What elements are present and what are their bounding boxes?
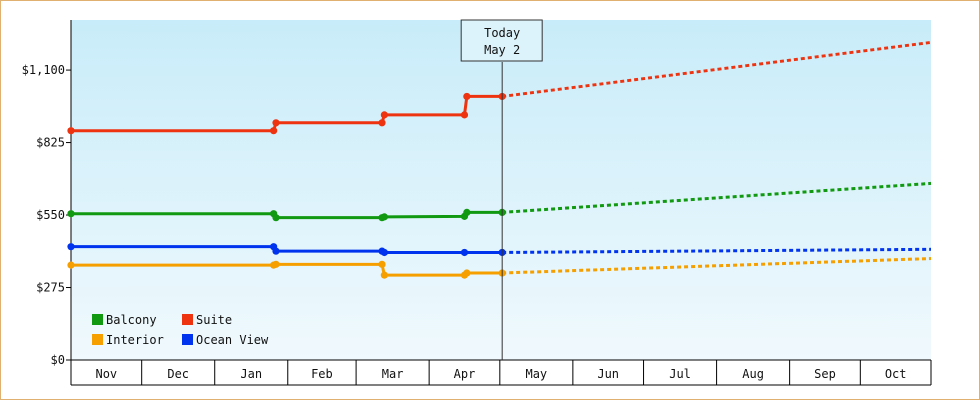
- data-point: [67, 243, 75, 251]
- data-point: [272, 260, 280, 268]
- data-point: [463, 269, 471, 277]
- legend-item-interior: Interior: [92, 333, 164, 347]
- data-point: [463, 92, 471, 101]
- data-point: [378, 260, 386, 268]
- data-point: [380, 213, 388, 221]
- data-point: [380, 271, 388, 279]
- data-point: [378, 119, 386, 127]
- x-axis: Nov Dec Jan Feb Mar Apr May Jun Jul Aug Sep Oct: [70, 359, 932, 386]
- data-point: [380, 248, 388, 257]
- data-point: [460, 111, 469, 119]
- series-layer: [67, 40, 932, 279]
- x-tick-label: Mar: [382, 367, 404, 381]
- legend: Balcony Suite Interior Ocean View: [92, 313, 269, 347]
- data-point: [67, 127, 75, 135]
- x-tick-label: Aug: [742, 367, 764, 381]
- plot-background: [71, 20, 931, 360]
- legend-label: Balcony: [106, 313, 157, 327]
- x-tick-label: Jan: [240, 367, 262, 381]
- legend-item-balcony: Balcony: [92, 313, 157, 327]
- data-point: [272, 119, 280, 127]
- legend-swatch: [92, 314, 103, 325]
- x-tick-label: Dec: [167, 367, 189, 381]
- y-tick-label: $550: [36, 208, 65, 222]
- legend-swatch: [92, 334, 103, 345]
- x-tick-label: Jul: [669, 367, 691, 381]
- data-point: [463, 208, 471, 216]
- x-tick-label: Sep: [814, 367, 836, 381]
- x-tick-label: May: [525, 367, 547, 381]
- legend-swatch: [182, 314, 193, 325]
- series-history-line: [71, 245, 503, 254]
- x-tick-label: Feb: [311, 367, 333, 381]
- series-interior: [67, 257, 932, 279]
- y-tick-label: $0: [51, 353, 65, 367]
- x-tick-label: Jun: [597, 367, 619, 381]
- today-box: [460, 19, 543, 62]
- data-point: [67, 261, 75, 269]
- x-tick-label: Apr: [454, 367, 476, 381]
- y-axis: $0 $275 $550 $825 $1,100: [22, 20, 72, 367]
- y-tick-label: $1,100: [22, 63, 65, 77]
- data-point: [272, 214, 280, 222]
- y-tick-label: $825: [36, 136, 65, 150]
- today-marker: Today May 2: [460, 19, 543, 360]
- data-point: [272, 247, 280, 255]
- legend-label: Suite: [196, 313, 232, 327]
- data-point: [270, 127, 278, 135]
- legend-label: Interior: [106, 333, 164, 347]
- legend-swatch: [182, 334, 193, 345]
- series-ocean-view: [67, 243, 932, 257]
- today-label: Today: [484, 26, 520, 40]
- series-projection-line: [502, 181, 932, 214]
- legend-item-suite: Suite: [182, 313, 232, 327]
- y-tick-label: $275: [36, 281, 65, 295]
- series-projection-line: [501, 40, 932, 98]
- data-point: [67, 210, 75, 218]
- data-point: [380, 111, 388, 119]
- legend-label: Ocean View: [196, 333, 269, 347]
- series-projection-line: [502, 257, 932, 275]
- data-point: [460, 248, 469, 257]
- today-date-label: May 2: [484, 43, 520, 57]
- x-tick-label: Nov: [95, 367, 117, 381]
- series-projection-line: [502, 247, 932, 254]
- legend-item-ocean-view: Ocean View: [182, 333, 269, 347]
- series-suite: [67, 40, 932, 135]
- x-tick-label: Oct: [885, 367, 907, 381]
